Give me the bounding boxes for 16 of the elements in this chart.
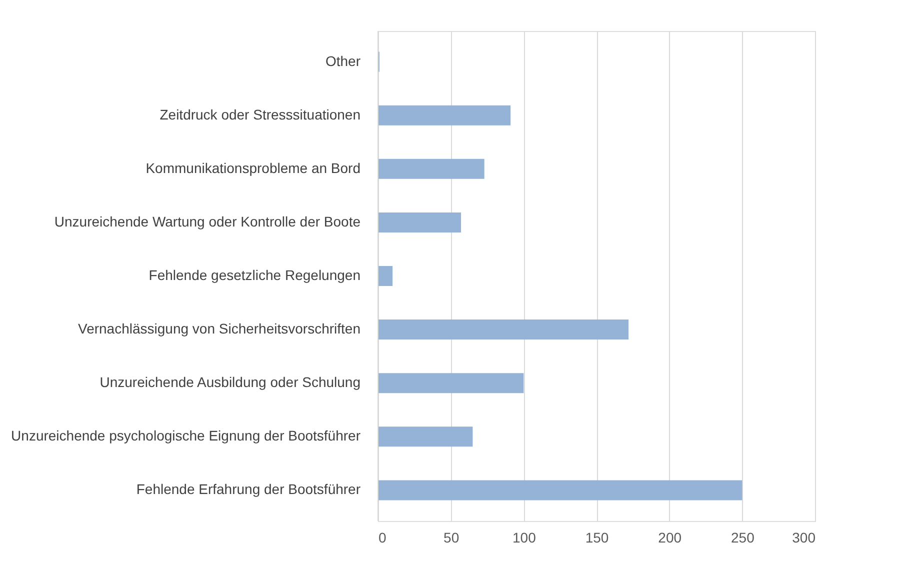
y-tick-label: Vernachlässigung von Sicherheitsvorschriften xyxy=(78,320,360,337)
x-tick-label: 200 xyxy=(658,530,682,546)
y-tick-label: Unzureichende psychologische Eignung der Bootsführer xyxy=(11,428,361,444)
x-tick-label: 50 xyxy=(444,530,460,546)
x-tick-label: 0 xyxy=(378,530,386,546)
y-tick-label: Fehlende gesetzliche Regelungen xyxy=(148,267,360,283)
y-tick-label: Zeitdruck oder Stresssituationen xyxy=(160,106,360,122)
y-tick-label: Unzureichende Wartung oder Kontrolle der Boote xyxy=(54,213,361,230)
x-tick-label: 300 xyxy=(792,530,816,546)
x-tick-label: 150 xyxy=(585,530,609,546)
y-tick-label: Kommunikationsprobleme an Bord xyxy=(146,160,360,176)
y-tick-label: Unzureichende Ausbildung oder Schulung xyxy=(100,374,360,390)
x-tick-label: 100 xyxy=(512,530,536,546)
y-tick-label: Other xyxy=(325,52,361,69)
x-tick-label: 250 xyxy=(730,530,755,546)
y-tick-label: Fehlende Erfahrung der Bootsführer xyxy=(136,481,361,498)
